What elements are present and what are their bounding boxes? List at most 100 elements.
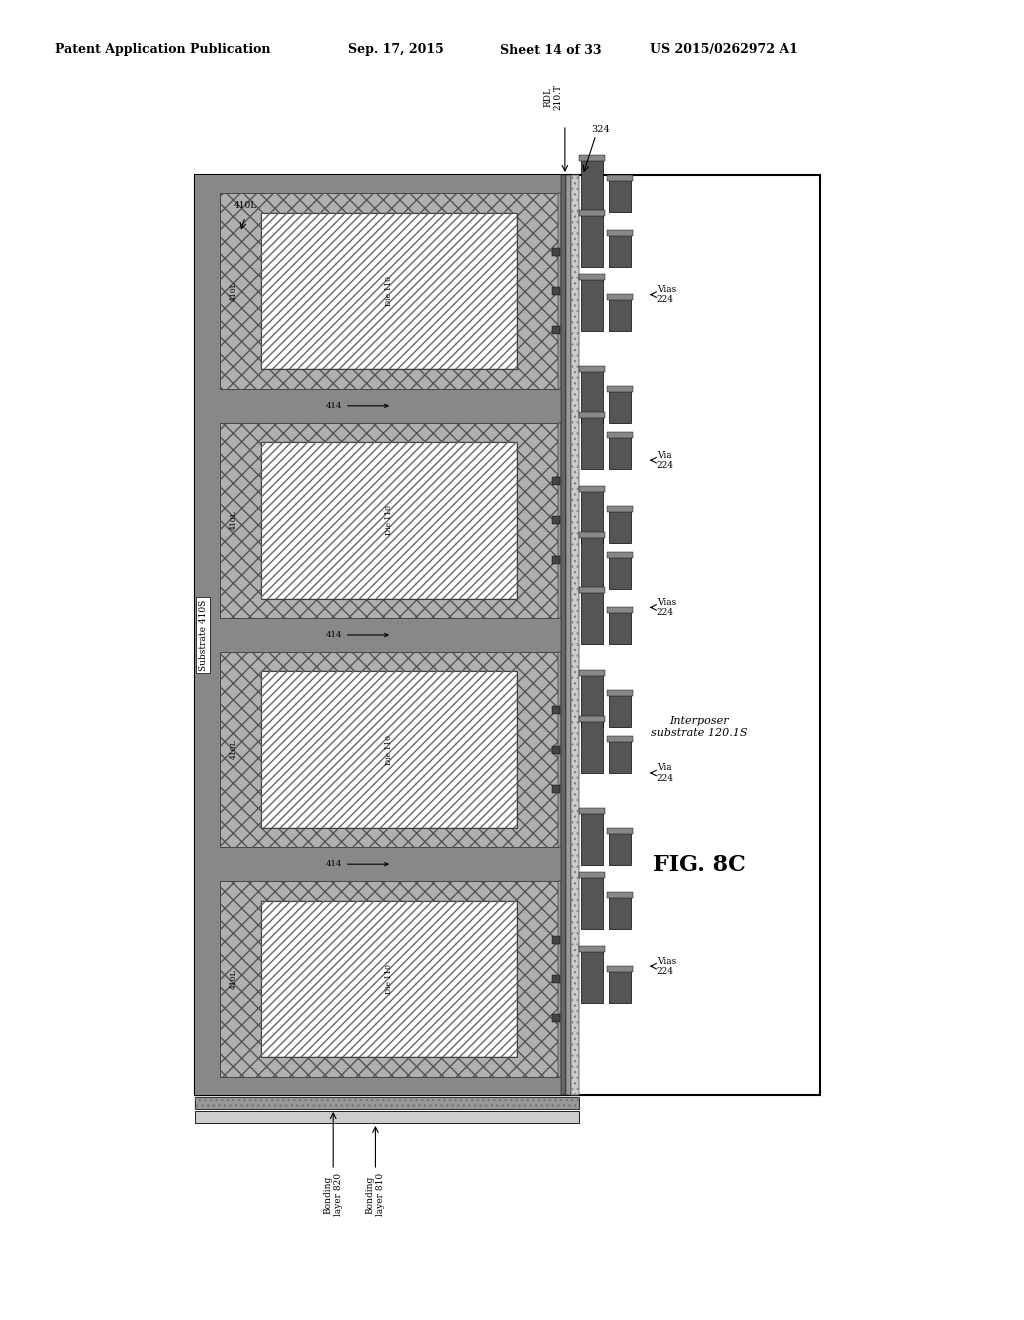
Bar [579, 367, 605, 372]
Bar [579, 715, 605, 722]
Bar [220, 880, 558, 1077]
Bar [552, 478, 560, 486]
Bar [552, 936, 560, 944]
Text: Via
224: Via 224 [656, 763, 674, 783]
Bar [579, 412, 605, 418]
Bar [552, 288, 560, 296]
Bar [581, 213, 603, 267]
Text: Die 110: Die 110 [385, 964, 393, 994]
Bar [552, 248, 560, 256]
Bar [579, 873, 605, 878]
Text: 414: 414 [326, 631, 388, 639]
Bar [609, 895, 631, 929]
Bar [581, 874, 603, 929]
Text: RDL
210.T: RDL 210.T [543, 84, 562, 110]
Text: Bonding
layer 810: Bonding layer 810 [366, 1173, 385, 1216]
Bar [607, 506, 633, 512]
Bar [609, 388, 631, 424]
Bar [609, 610, 631, 644]
Bar [609, 177, 631, 211]
Bar [607, 828, 633, 834]
Bar [609, 434, 631, 470]
Text: Substrate 410S: Substrate 410S [199, 599, 208, 671]
Bar [260, 900, 517, 1057]
Text: Vias
224: Vias 224 [656, 957, 676, 975]
Text: 414: 414 [326, 401, 388, 409]
Text: Die 110: Die 110 [385, 276, 393, 306]
Bar [260, 672, 517, 828]
Bar [220, 194, 558, 389]
Bar [607, 690, 633, 696]
Bar [552, 746, 560, 754]
Bar [607, 966, 633, 972]
Bar [581, 276, 603, 331]
Bar [552, 974, 560, 983]
Bar [581, 589, 603, 644]
Bar [581, 948, 603, 1003]
Bar [609, 554, 631, 589]
Text: Vias
224: Vias 224 [656, 598, 676, 618]
Bar [579, 671, 605, 676]
Text: US 2015/0262972 A1: US 2015/0262972 A1 [650, 44, 798, 57]
Bar [579, 808, 605, 814]
Text: Vias
224: Vias 224 [656, 285, 676, 305]
Bar [579, 486, 605, 492]
Text: Die 110: Die 110 [385, 735, 393, 764]
Text: Sep. 17, 2015: Sep. 17, 2015 [348, 44, 443, 57]
Bar [609, 968, 631, 1003]
Bar [607, 174, 633, 181]
Bar [609, 297, 631, 331]
Bar [581, 810, 603, 865]
Text: Die 110: Die 110 [385, 506, 393, 536]
Bar [581, 368, 603, 424]
Bar [220, 652, 558, 847]
Text: Via
224: Via 224 [656, 450, 674, 470]
Bar [220, 652, 558, 847]
Bar [607, 892, 633, 899]
Text: 414: 414 [326, 861, 388, 869]
Bar [552, 516, 560, 524]
Bar [609, 692, 631, 727]
Text: 410L: 410L [230, 969, 238, 989]
Bar [195, 1097, 579, 1109]
Bar [558, 880, 561, 1077]
Bar [581, 488, 603, 543]
Bar [581, 157, 603, 211]
Text: Patent Application Publication: Patent Application Publication [55, 44, 270, 57]
Bar [609, 830, 631, 865]
Bar [552, 784, 560, 793]
Bar [609, 738, 631, 774]
Bar [579, 587, 605, 593]
Bar [581, 535, 603, 589]
Text: 410L: 410L [233, 201, 257, 210]
Bar [561, 176, 566, 1096]
Bar [609, 232, 631, 267]
Bar [220, 422, 558, 618]
Bar [579, 532, 605, 539]
Bar [607, 737, 633, 742]
Bar [558, 194, 561, 389]
Bar [195, 176, 820, 1096]
Bar [552, 556, 560, 564]
Text: 410L: 410L [230, 739, 238, 759]
Bar [260, 672, 517, 828]
Text: 410L: 410L [230, 511, 238, 531]
Bar [579, 275, 605, 280]
Bar [260, 442, 517, 599]
Bar [581, 414, 603, 470]
Bar [607, 387, 633, 392]
Bar [260, 213, 517, 370]
Bar [195, 1111, 579, 1123]
Bar [570, 176, 579, 1096]
Bar [607, 294, 633, 301]
Bar [581, 672, 603, 727]
Bar [579, 946, 605, 952]
Bar [607, 607, 633, 614]
Bar [570, 176, 579, 1096]
Bar [195, 1097, 579, 1109]
Bar [609, 508, 631, 543]
Bar [579, 210, 605, 216]
Text: 410L: 410L [230, 281, 238, 301]
Bar [260, 900, 517, 1057]
Bar [607, 552, 633, 558]
